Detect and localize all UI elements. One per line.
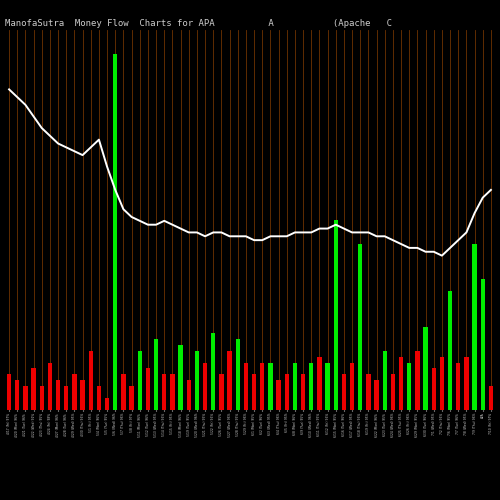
Bar: [480, 280, 485, 410]
Bar: [162, 374, 166, 410]
Bar: [432, 368, 436, 410]
Bar: [334, 220, 338, 410]
Bar: [236, 339, 240, 410]
Bar: [40, 386, 44, 410]
Bar: [138, 350, 142, 410]
Bar: [350, 362, 354, 410]
Bar: [301, 374, 306, 410]
Bar: [448, 291, 452, 410]
Bar: [15, 380, 20, 410]
Bar: [72, 374, 76, 410]
Bar: [342, 374, 346, 410]
Bar: [105, 398, 110, 410]
Bar: [130, 386, 134, 410]
Bar: [317, 356, 322, 410]
Bar: [170, 374, 174, 410]
Bar: [276, 380, 281, 410]
Bar: [219, 374, 224, 410]
Bar: [48, 362, 52, 410]
Bar: [284, 374, 289, 410]
Bar: [32, 368, 36, 410]
Bar: [23, 386, 28, 410]
Bar: [96, 386, 101, 410]
Bar: [228, 350, 232, 410]
Bar: [292, 362, 297, 410]
Bar: [252, 374, 256, 410]
Bar: [268, 362, 272, 410]
Bar: [64, 386, 68, 410]
Bar: [56, 380, 60, 410]
Bar: [415, 350, 420, 410]
Bar: [374, 380, 379, 410]
Bar: [146, 368, 150, 410]
Bar: [203, 362, 207, 410]
Bar: [7, 374, 12, 410]
Bar: [390, 374, 395, 410]
Bar: [366, 374, 370, 410]
Bar: [464, 356, 468, 410]
Bar: [309, 362, 314, 410]
Bar: [194, 350, 199, 410]
Bar: [456, 362, 460, 410]
Bar: [88, 350, 93, 410]
Bar: [260, 362, 264, 410]
Bar: [121, 374, 126, 410]
Bar: [488, 386, 493, 410]
Bar: [80, 380, 85, 410]
Bar: [154, 339, 158, 410]
Bar: [178, 344, 183, 410]
Bar: [358, 244, 362, 410]
Text: ManofaSutra  Money Flow  Charts for APA          A           (Apache   C: ManofaSutra Money Flow Charts for APA A …: [5, 19, 392, 28]
Bar: [113, 54, 117, 410]
Bar: [440, 356, 444, 410]
Bar: [424, 327, 428, 410]
Bar: [399, 356, 404, 410]
Bar: [472, 244, 477, 410]
Bar: [326, 362, 330, 410]
Bar: [407, 362, 412, 410]
Bar: [211, 333, 216, 410]
Bar: [382, 350, 387, 410]
Bar: [186, 380, 191, 410]
Bar: [244, 362, 248, 410]
